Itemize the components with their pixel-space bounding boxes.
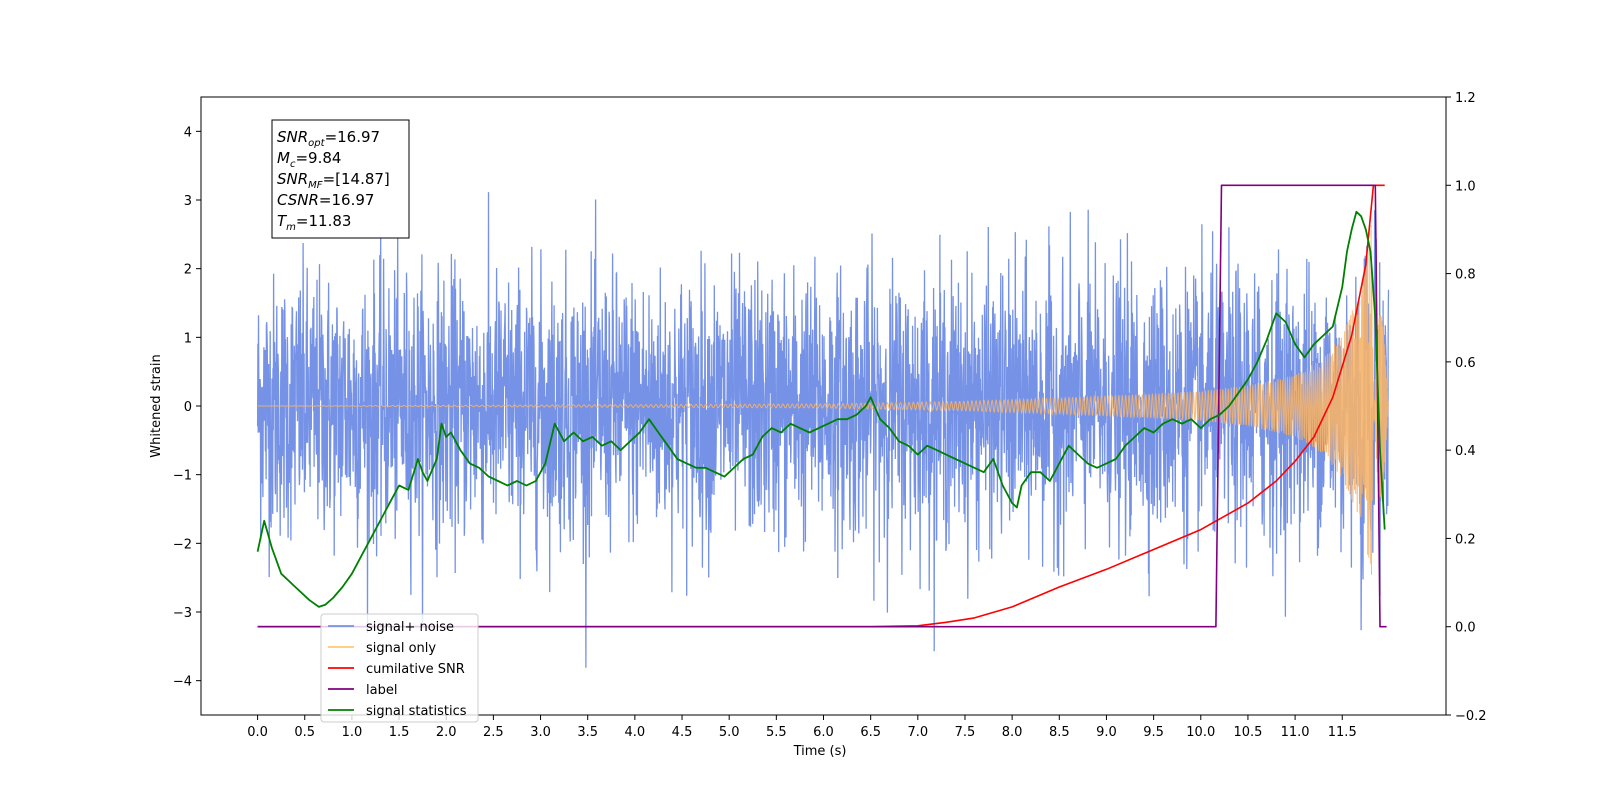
x-tick-label: 9.0: [1096, 725, 1117, 740]
x-tick-label: 5.5: [766, 725, 787, 740]
y-tick-label: 2: [184, 263, 192, 278]
x-axis-label: Time (s): [793, 744, 847, 759]
x-tick-label: 8.0: [1002, 725, 1023, 740]
x-tick-label: 11.5: [1328, 725, 1357, 740]
y2-tick-label: 1.0: [1455, 179, 1476, 194]
annotation-box: SNRopt=16.97Mc=9.84SNRMF=[14.87]CSNR=16.…: [271, 119, 410, 239]
y-tick-label: −2: [173, 537, 192, 552]
x-tick-label: 2.0: [436, 725, 457, 740]
x-tick-label: 3.0: [530, 725, 551, 740]
x-tick-label: 6.0: [813, 725, 834, 740]
y-axis-label: Whitened strain: [149, 354, 164, 457]
legend: signal+ noise signal only cumilative SNR la…: [320, 613, 479, 723]
x-tick-label: 9.5: [1143, 725, 1164, 740]
y2-tick-label: 0.0: [1455, 621, 1476, 636]
x-tick-label: 6.5: [860, 725, 881, 740]
legend-label: cumilative SNR: [366, 662, 465, 677]
x-tick-label: 5.0: [719, 725, 740, 740]
x-tick-label: 1.5: [389, 725, 410, 740]
annotation-line: Mc=9.84: [277, 149, 341, 170]
x-tick-label: 7.5: [955, 725, 976, 740]
legend-frame: [320, 613, 479, 723]
legend-label: label: [366, 683, 397, 698]
y-axis-left: −4 −3 −2 −1 0 1 2 3 4: [173, 125, 201, 690]
y2-tick-label: 0.6: [1455, 356, 1476, 371]
y-tick-label: −4: [173, 675, 192, 690]
series-label-line: [257, 184, 1387, 628]
x-tick-label: 7.0: [907, 725, 928, 740]
series-cumulative-snr-line: [257, 184, 1385, 628]
annotation-frame: [271, 119, 410, 239]
x-tick-label: 2.5: [483, 725, 504, 740]
x-tick-label: 10.5: [1233, 725, 1262, 740]
legend-label: signal statistics: [366, 704, 467, 719]
annotation-line: SNRMF=[14.87]: [277, 170, 390, 191]
x-tick-label: 0.0: [247, 725, 268, 740]
annotation-line: CSNR=16.97: [277, 191, 374, 209]
annotation-line: Tm=11.83: [277, 212, 351, 233]
y2-tick-label: 1.2: [1455, 91, 1476, 106]
y-axis-right: −0.2 0.0 0.2 0.4 0.6 0.8 1.0 1.2: [1446, 91, 1487, 724]
series-layer: [256, 184, 1390, 668]
y2-tick-label: −0.2: [1455, 709, 1487, 724]
x-axis: 0.0 0.5 1.0 1.5 2.0 2.5 3.0 3.5 4.0 4.5 5.0 5.5 6.0 6…: [247, 715, 1357, 740]
x-tick-label: 4.5: [672, 725, 693, 740]
x-tick-label: 1.0: [342, 725, 363, 740]
x-tick-label: 10.0: [1186, 725, 1215, 740]
y2-tick-label: 0.8: [1455, 268, 1476, 283]
y-tick-label: −1: [173, 469, 192, 484]
y-tick-label: −3: [173, 606, 192, 621]
y-tick-label: 4: [184, 125, 192, 140]
series-signal-statistics-line: [256, 210, 1386, 608]
x-tick-label: 8.5: [1049, 725, 1070, 740]
series-signal-only-line: [257, 224, 1389, 575]
x-tick-label: 3.5: [577, 725, 598, 740]
x-tick-label: 0.5: [294, 725, 315, 740]
x-tick-label: 4.0: [625, 725, 646, 740]
x-tick-label: 11.0: [1281, 725, 1310, 740]
y-tick-label: 0: [184, 400, 192, 415]
legend-label: signal only: [366, 641, 436, 656]
y2-tick-label: 0.2: [1455, 532, 1476, 547]
y2-tick-label: 0.4: [1455, 444, 1476, 459]
annotation-line: SNRopt=16.97: [277, 128, 380, 149]
y-tick-label: 3: [184, 194, 192, 209]
series-signal-noise-line: [256, 192, 1390, 668]
legend-label: signal+ noise: [366, 620, 454, 635]
y-tick-label: 1: [184, 331, 192, 346]
